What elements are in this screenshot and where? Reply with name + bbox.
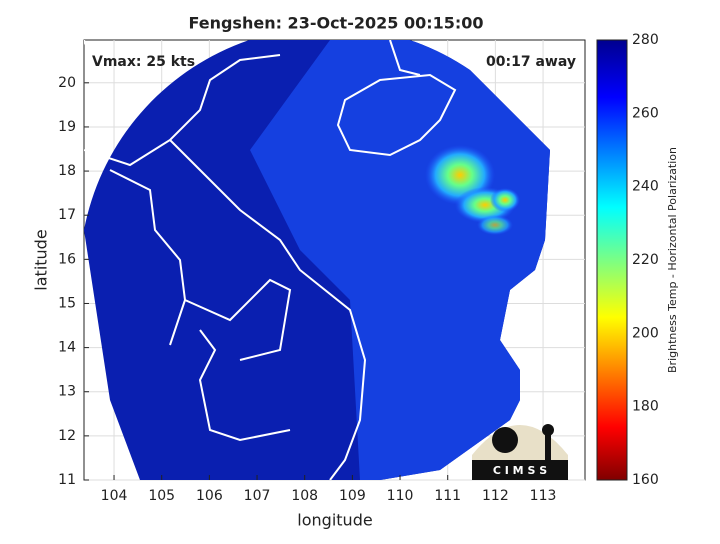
logo: C I M S S	[472, 424, 568, 480]
colorbar-tick-label: 200	[632, 325, 659, 341]
x-tick-label: 109	[339, 488, 366, 504]
sea-region	[250, 40, 550, 480]
y-tick-label: 17	[58, 207, 76, 223]
y-tick-label: 18	[58, 163, 76, 179]
x-tick-label: 110	[387, 488, 414, 504]
y-tick-label: 20	[58, 75, 76, 91]
y-tick-label: 19	[58, 119, 76, 135]
colorbar	[596, 39, 628, 481]
x-tick-label: 113	[530, 488, 557, 504]
x-tick-label: 112	[482, 488, 509, 504]
logo-text: C I M S S	[493, 464, 547, 477]
colorbar-tick-label: 180	[632, 399, 659, 415]
y-axis-label: latitude	[32, 229, 51, 290]
colorbar-tick-label: 160	[632, 472, 659, 488]
y-tick-label: 13	[58, 384, 76, 400]
x-tick-label: 107	[244, 488, 271, 504]
title: Fengshen: 23-Oct-2025 00:15:00	[188, 14, 483, 33]
y-tick-label: 11	[58, 472, 76, 488]
colorbar-tick-label: 280	[632, 32, 659, 48]
axes: 104 105 106 107 108 109 110 111 112 113 11 12 13 14 15…	[58, 32, 659, 504]
annotation: Vmax: 25 kts	[92, 54, 195, 70]
x-tick-label: 105	[148, 488, 175, 504]
x-axis-label: longitude	[297, 511, 372, 530]
swath-image	[84, 40, 550, 480]
colorbar-tick-label: 240	[632, 179, 659, 195]
convection	[477, 215, 513, 235]
x-tick-label: 111	[434, 488, 461, 504]
y-tick-label: 14	[58, 340, 76, 356]
annotation: 00:17 away	[486, 54, 576, 70]
y-tick-label: 15	[58, 295, 76, 311]
colorbar-tick-label: 220	[632, 252, 659, 268]
y-tick-label: 12	[58, 428, 76, 444]
colorbar-tick-label: 260	[632, 105, 659, 121]
colorbar-label: Brightness Temp - Horizontal Polarizatio…	[666, 147, 679, 373]
convection	[490, 188, 520, 212]
y-tick-label: 16	[58, 251, 76, 267]
x-tick-label: 104	[101, 488, 128, 504]
coastlines	[84, 40, 457, 480]
x-tick-label: 108	[291, 488, 318, 504]
x-tick-label: 106	[196, 488, 223, 504]
